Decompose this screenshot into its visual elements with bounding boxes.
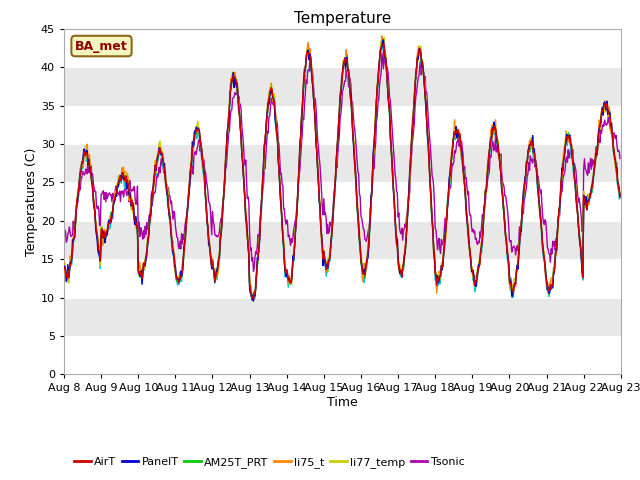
Bar [64, 182, 621, 221]
Title: Temperature: Temperature [294, 11, 391, 26]
Text: BA_met: BA_met [75, 39, 128, 52]
Bar [64, 336, 621, 374]
Bar [64, 106, 621, 144]
Bar [64, 259, 621, 298]
Bar [64, 298, 621, 336]
Bar [64, 144, 621, 182]
Bar [64, 221, 621, 259]
Bar [64, 67, 621, 106]
Y-axis label: Temperatures (C): Temperatures (C) [25, 147, 38, 256]
Bar [64, 29, 621, 67]
X-axis label: Time: Time [327, 396, 358, 409]
